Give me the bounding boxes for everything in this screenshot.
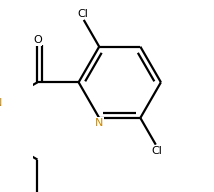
Text: Cl: Cl xyxy=(78,9,89,19)
Text: N: N xyxy=(95,118,103,128)
Text: Cl: Cl xyxy=(151,146,162,156)
Text: O: O xyxy=(33,35,42,45)
Text: N: N xyxy=(0,98,2,108)
